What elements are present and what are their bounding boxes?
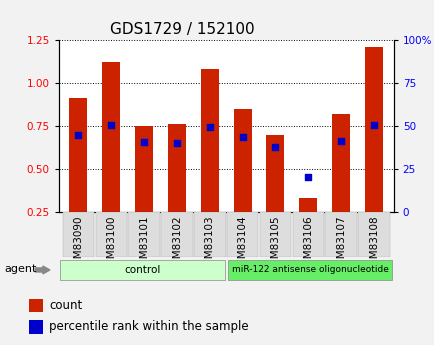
Text: control: control [124,265,160,275]
Point [370,122,377,128]
FancyBboxPatch shape [357,212,389,257]
FancyBboxPatch shape [161,212,192,257]
Point [206,124,213,129]
Bar [299,198,316,212]
Point [140,139,147,145]
FancyArrow shape [35,266,50,274]
Point [271,145,278,150]
Bar [102,62,120,212]
FancyBboxPatch shape [62,212,94,257]
Bar [200,69,218,212]
FancyBboxPatch shape [227,212,258,257]
Text: GSM83102: GSM83102 [171,216,181,273]
Text: GSM83103: GSM83103 [204,216,214,273]
FancyBboxPatch shape [60,260,224,280]
Text: GSM83106: GSM83106 [302,216,312,273]
Text: GSM83105: GSM83105 [270,216,280,273]
Bar [364,47,382,212]
FancyBboxPatch shape [95,212,127,257]
FancyBboxPatch shape [325,212,356,257]
Text: agent: agent [5,264,37,274]
Bar [266,135,284,212]
Text: count: count [49,299,82,312]
Point [337,139,344,144]
Text: GSM83101: GSM83101 [139,216,149,273]
Text: GSM83108: GSM83108 [368,216,378,273]
Text: GSM83090: GSM83090 [73,216,83,272]
Text: GSM83100: GSM83100 [106,216,116,272]
Bar [29,320,43,334]
Bar [233,109,251,212]
FancyBboxPatch shape [259,212,290,257]
FancyBboxPatch shape [194,212,225,257]
Point [173,140,180,146]
Bar [69,98,87,212]
Bar [331,114,349,212]
FancyBboxPatch shape [292,212,323,257]
Text: miR-122 antisense oligonucleotide: miR-122 antisense oligonucleotide [231,265,388,275]
Point [239,134,246,140]
Bar [168,124,186,212]
Text: GDS1729 / 152100: GDS1729 / 152100 [110,22,254,37]
FancyBboxPatch shape [227,260,391,280]
Text: GSM83104: GSM83104 [237,216,247,273]
Bar [135,126,153,212]
Point [304,174,311,179]
Text: percentile rank within the sample: percentile rank within the sample [49,321,249,333]
FancyBboxPatch shape [128,212,160,257]
Text: GSM83107: GSM83107 [335,216,345,273]
Point [108,122,115,128]
Bar [29,299,43,312]
Point [75,133,82,138]
